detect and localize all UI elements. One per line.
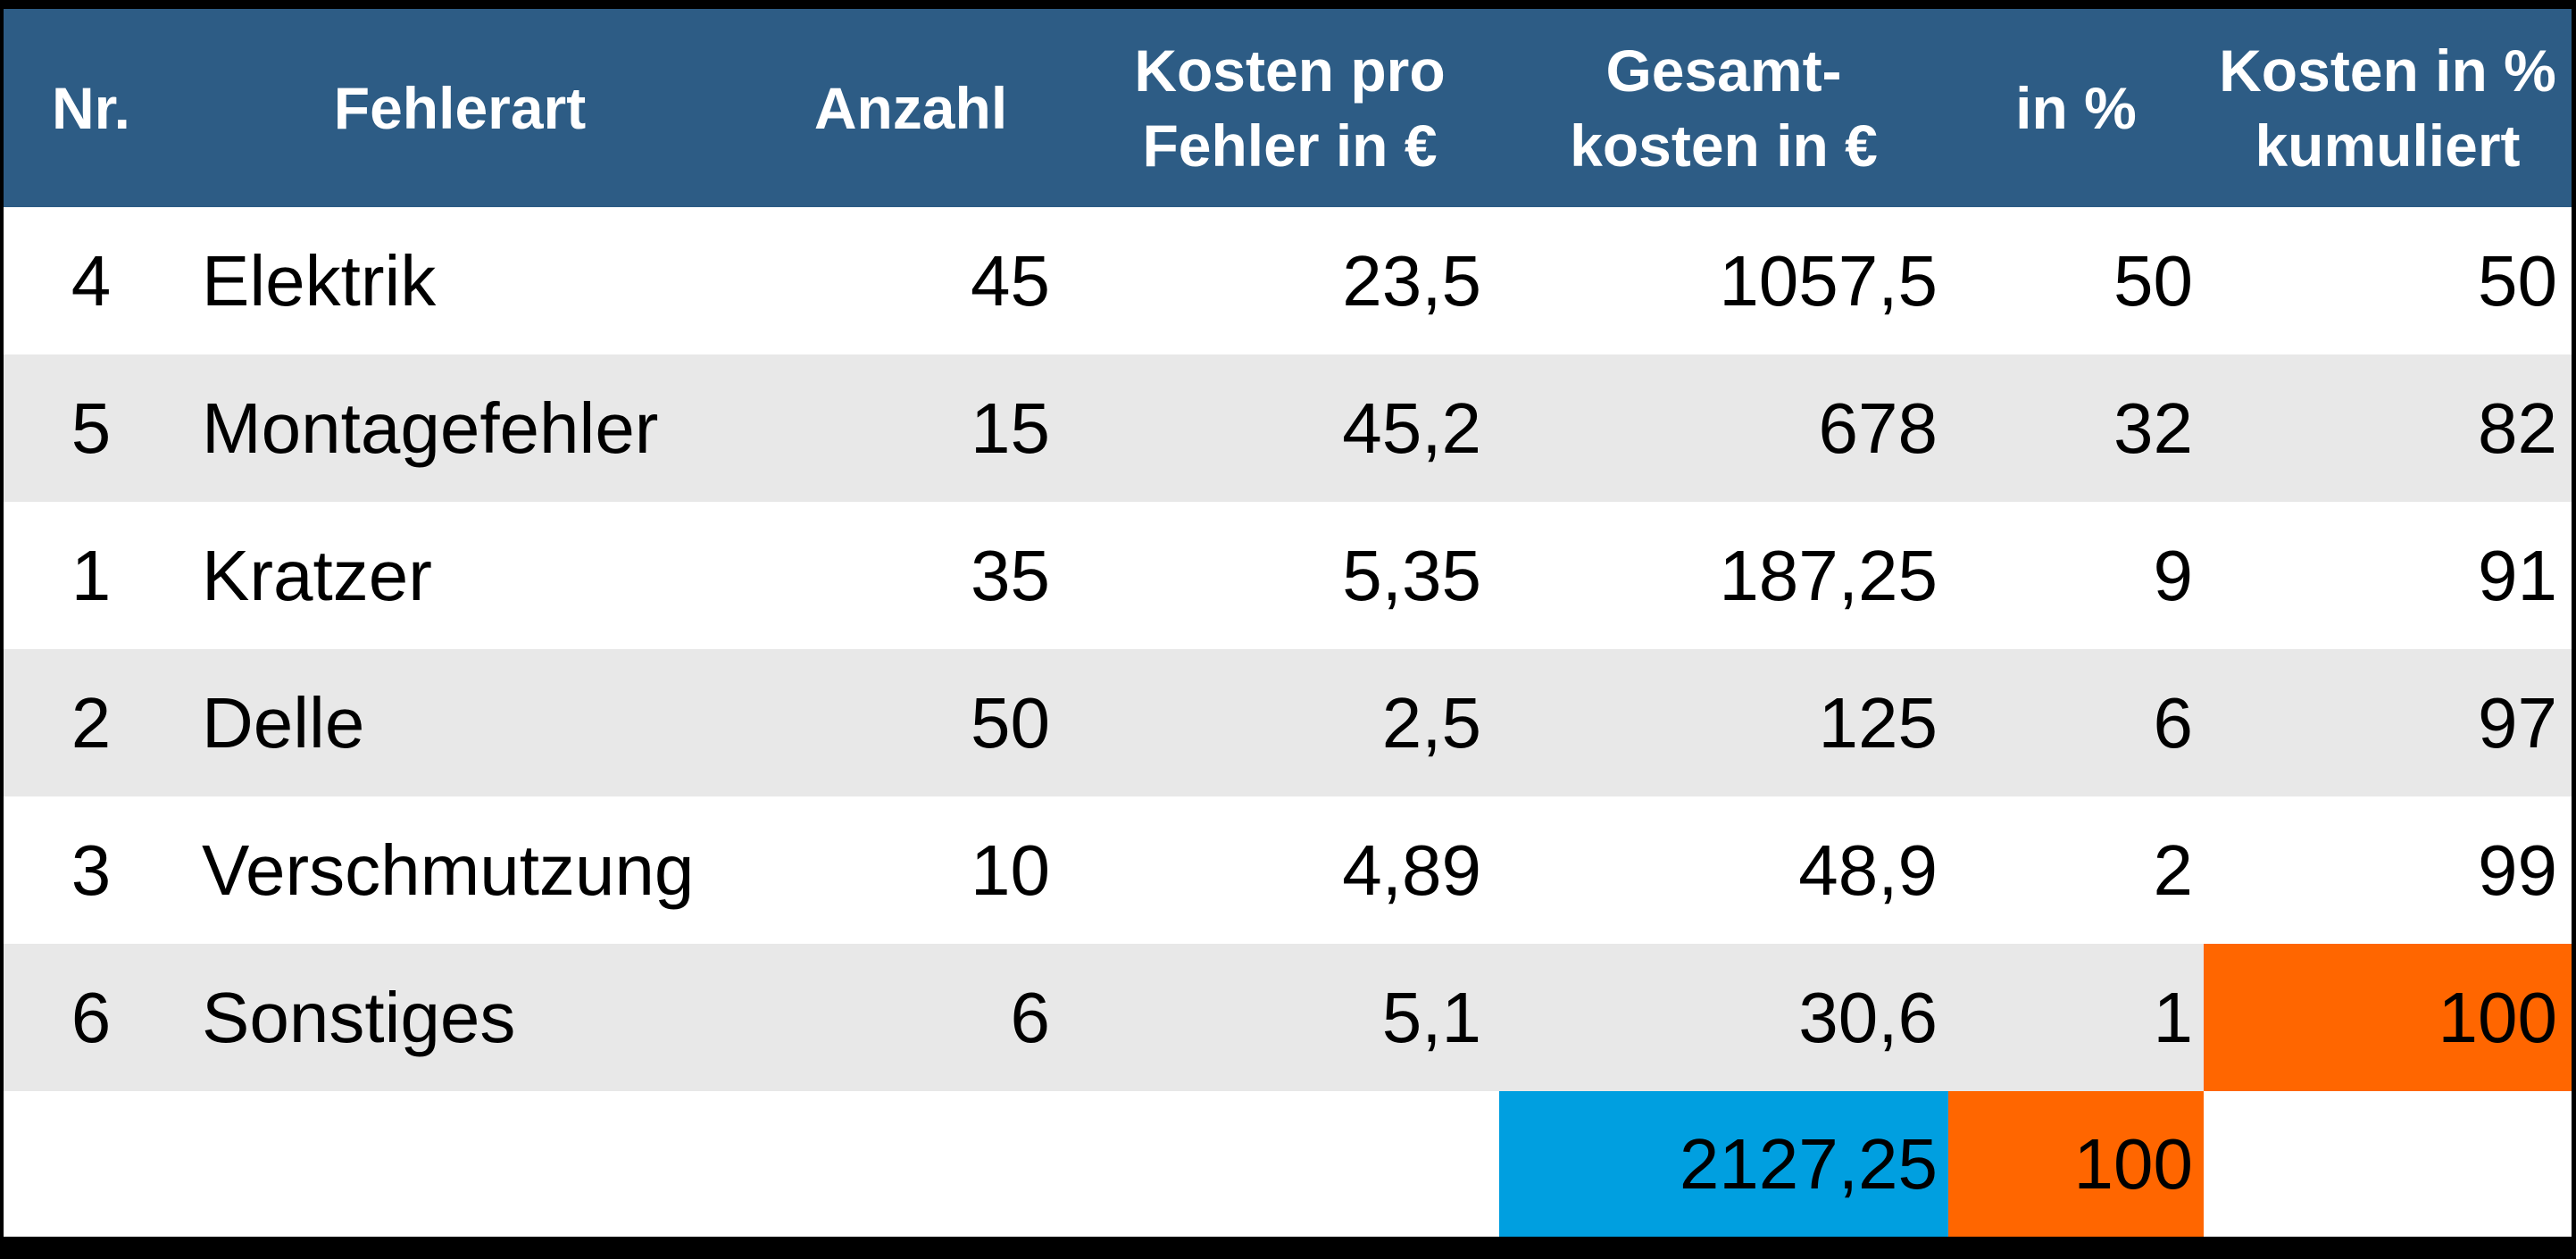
column-header-kumuliert: Kosten in % kumuliert: [2204, 9, 2572, 207]
cell-gesamtkosten: 1057,5: [1719, 240, 1938, 321]
cell-gesamtkosten: 48,9: [1798, 830, 1938, 910]
cell-nr: 2: [4, 649, 179, 796]
cell-empty: [741, 1091, 1080, 1237]
cell-anzahl: 50: [741, 649, 1080, 796]
cell-fehlerart: Delle: [179, 649, 741, 796]
cell-empty: [1080, 1091, 1499, 1237]
cell-kosten-pro: 2,5: [1080, 649, 1499, 796]
cell-empty: [4, 1091, 179, 1237]
cell-gesamtkosten: 125: [1499, 649, 1948, 796]
highlight-cell-kumuliert-100: 100: [2204, 944, 2572, 1091]
table-row-kratzer: 1 Kratzer 35 5,35 187,25 9 91: [4, 502, 2572, 649]
column-header-fehlerart: Fehlerart: [179, 9, 741, 207]
cell-fehlerart: Kratzer: [202, 535, 432, 615]
cell-kumuliert: 99: [2478, 830, 2557, 910]
cell-anzahl: 15: [741, 354, 1080, 502]
cell-in-prozent: 6: [1948, 649, 2204, 796]
cell-kosten-pro: 5,1: [1080, 944, 1499, 1091]
cell-fehlerart: Sonstiges: [179, 944, 741, 1091]
cell-in-prozent: 32: [1948, 354, 2204, 502]
cell-in-prozent: 1: [1948, 944, 2204, 1091]
cell-gesamtkosten: 678: [1499, 354, 1948, 502]
cell-nr: 1: [71, 535, 112, 615]
column-header-in-prozent: in %: [1948, 9, 2204, 207]
total-percent-cell: 100: [1948, 1091, 2204, 1237]
total-cost-cell: 2127,25: [1499, 1091, 1948, 1237]
cell-nr: 5: [4, 354, 179, 502]
cell-fehlerart: Montagefehler: [179, 354, 741, 502]
totals-row: 2127,25 100: [4, 1091, 2572, 1237]
cell-anzahl: 10: [971, 830, 1050, 910]
cell-kumuliert: 50: [2478, 240, 2557, 321]
column-header-nr: Nr.: [4, 9, 179, 207]
cell-in-prozent: 50: [2113, 240, 2193, 321]
table-row-delle: 2 Delle 50 2,5 125 6 97: [4, 649, 2572, 796]
cell-in-prozent: 2: [2153, 830, 2194, 910]
cell-in-prozent: 9: [2153, 535, 2194, 615]
pareto-cost-table: Nr. Fehlerart Anzahl Kosten pro Fehler i…: [4, 9, 2572, 1237]
cell-empty: [179, 1091, 741, 1237]
cell-gesamtkosten: 30,6: [1499, 944, 1948, 1091]
cell-anzahl: 6: [741, 944, 1080, 1091]
column-header-kosten-pro: Kosten pro Fehler in €: [1080, 9, 1499, 207]
table-row-verschmutzung: 3 Verschmutzung 10 4,89 48,9 2 99: [4, 796, 2572, 944]
cell-kosten-pro: 45,2: [1080, 354, 1499, 502]
table-row-montagefehler: 5 Montagefehler 15 45,2 678 32 82: [4, 354, 2572, 502]
cell-nr: 6: [4, 944, 179, 1091]
header-row: Nr. Fehlerart Anzahl Kosten pro Fehler i…: [4, 9, 2572, 207]
cell-anzahl: 45: [971, 240, 1050, 321]
column-header-anzahl: Anzahl: [741, 9, 1080, 207]
column-header-gesamtkosten: Gesamt- kosten in €: [1499, 9, 1948, 207]
cell-nr: 3: [71, 830, 112, 910]
cell-kosten-pro: 23,5: [1342, 240, 1481, 321]
cell-empty: [2204, 1091, 2572, 1237]
cell-kumuliert: 91: [2478, 535, 2557, 615]
table-row-sonstiges: 6 Sonstiges 6 5,1 30,6 1 100: [4, 944, 2572, 1091]
cell-gesamtkosten: 187,25: [1719, 535, 1938, 615]
cell-anzahl: 35: [971, 535, 1050, 615]
cell-kumuliert: 82: [2204, 354, 2572, 502]
cell-fehlerart: Elektrik: [202, 240, 437, 321]
table-row-elektrik: 4 Elektrik 45 23,5 1057,5 50 50: [4, 207, 2572, 354]
cell-kosten-pro: 5,35: [1342, 535, 1481, 615]
cell-kosten-pro: 4,89: [1342, 830, 1481, 910]
cell-kumuliert: 97: [2204, 649, 2572, 796]
cell-nr: 4: [71, 240, 112, 321]
cell-fehlerart: Verschmutzung: [202, 830, 695, 910]
